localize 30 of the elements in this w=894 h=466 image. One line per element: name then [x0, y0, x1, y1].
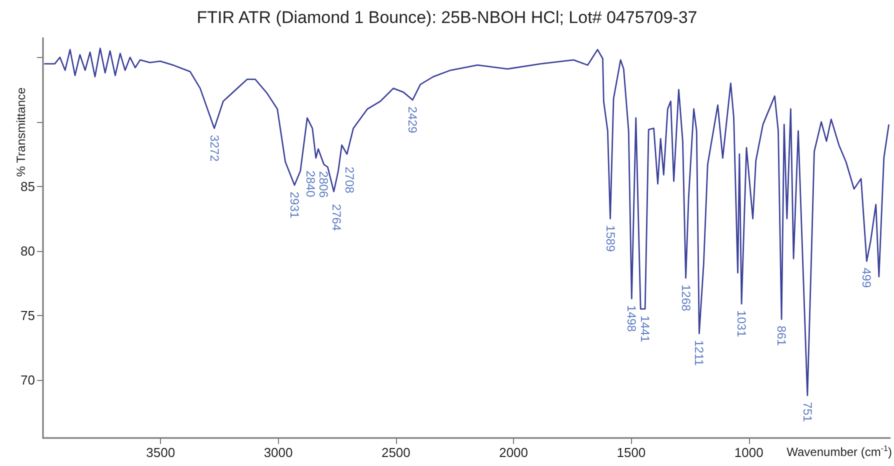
- annotation: 2708: [342, 166, 357, 194]
- y-tick-label: 70: [20, 372, 35, 388]
- annotation: 751: [800, 402, 814, 422]
- annotation: 2931: [288, 192, 302, 219]
- annotation: 3272: [207, 134, 222, 162]
- x-tick-label: 1000: [734, 445, 764, 460]
- annotation: 1268: [678, 284, 693, 312]
- annotation: 2840: [304, 170, 318, 198]
- annotation: 2806: [316, 170, 331, 198]
- y-tick-label: 85: [20, 178, 35, 194]
- chart-title: FTIR ATR (Diamond 1 Bounce): 25B-NBOH HCl; Lot# 0475709-37: [196, 8, 698, 27]
- annotation: 1031: [734, 310, 749, 338]
- annotation: 1589: [603, 225, 618, 252]
- line-series: [43, 48, 890, 396]
- x-tick-label: 3000: [264, 445, 293, 460]
- x-axis-title: Wavenumber (cm$^{-1}$): [784, 444, 892, 459]
- x-tick-label: 3500: [146, 445, 176, 460]
- annotation: 1498: [624, 305, 639, 332]
- annotation: 1211: [692, 340, 706, 366]
- y-axis-title: % Transmittance: [14, 87, 28, 177]
- x-tick-label: 2000: [499, 445, 528, 460]
- x-tick-label: 2500: [381, 445, 410, 460]
- x-tick-label: 1500: [616, 445, 646, 460]
- annotation: 2429: [406, 106, 420, 134]
- annotation: 2764: [330, 204, 344, 232]
- y-tick-label: 75: [20, 308, 35, 323]
- y-tick-label: 80: [20, 243, 35, 258]
- annotation: 861: [774, 326, 789, 346]
- annotation: 499: [860, 268, 874, 288]
- annotation: 1441: [638, 315, 652, 342]
